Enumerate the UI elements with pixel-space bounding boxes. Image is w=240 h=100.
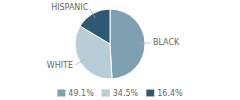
legend-swatch [57,90,65,97]
slice-labels: BLACK WHITE HISPANIC [47,3,180,70]
pie-slice [110,9,145,79]
slice-label: HISPANIC [51,3,89,12]
legend-item: 34.5% [102,89,139,98]
legend-item: 16.4% [146,89,183,98]
legend-label: 49.1% [68,89,94,98]
legend-label: 34.5% [113,89,139,98]
pie [75,9,145,79]
pie-slice [80,9,110,44]
legend: 49.1% 34.5% 16.4% [57,89,183,98]
slice-label: WHITE [47,61,73,70]
chart: BLACK WHITE HISPANIC 49.1% 34.5% 16.4% [0,0,240,100]
legend-swatch [102,90,110,97]
legend-item: 49.1% [57,89,94,98]
legend-label: 16.4% [157,89,183,98]
leader-line [140,42,150,43]
legend-swatch [146,90,154,97]
slice-label: BLACK [153,38,180,47]
leader-line [90,9,95,18]
leader-line [76,59,85,64]
